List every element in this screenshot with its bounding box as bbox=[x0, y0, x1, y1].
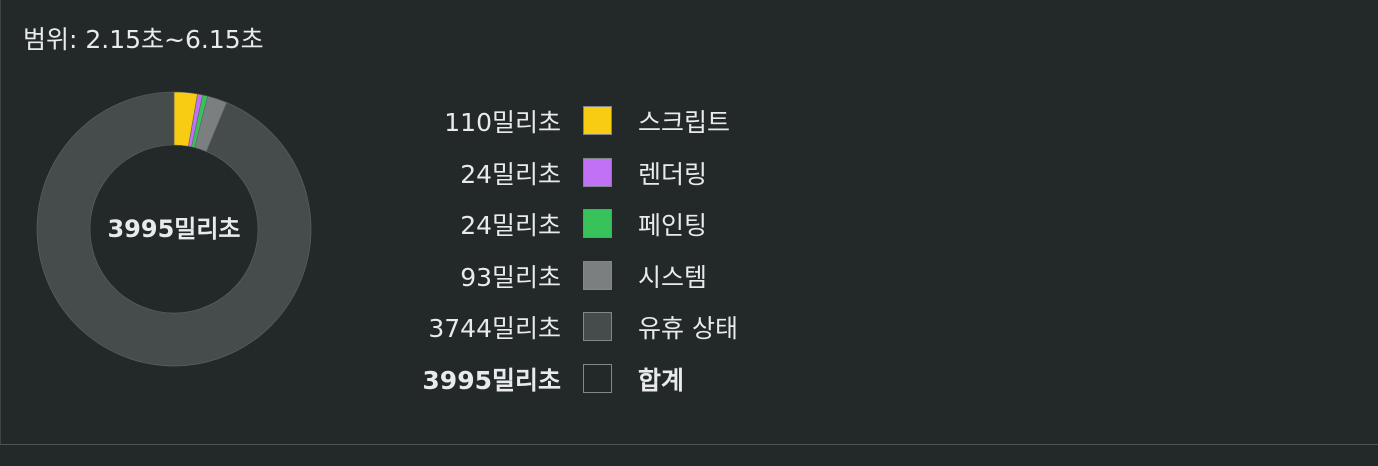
legend-total-swatch bbox=[583, 363, 612, 393]
legend-value: 24밀리초 bbox=[460, 159, 561, 189]
legend-row-system: 93밀리초 시스템 bbox=[381, 255, 781, 307]
legend-total-value: 3995밀리초 bbox=[422, 365, 561, 395]
legend-label: 시스템 bbox=[638, 262, 708, 292]
legend-label: 렌더링 bbox=[638, 159, 708, 189]
legend-swatch bbox=[583, 157, 612, 187]
legend: 110밀리초 스크립트 24밀리초 렌더링 24밀리초 페인팅 93밀리초 시스… bbox=[381, 100, 781, 410]
legend-row-painting: 24밀리초 페인팅 bbox=[381, 203, 781, 255]
range-label: 범위: 2.15초~6.15초 bbox=[23, 25, 264, 54]
slice-idle bbox=[36, 91, 312, 367]
legend-label: 스크립트 bbox=[638, 108, 731, 137]
legend-value: 3744밀리초 bbox=[428, 314, 561, 344]
legend-swatch bbox=[583, 106, 612, 135]
legend-swatch bbox=[583, 260, 612, 290]
bottom-divider bbox=[0, 444, 1378, 445]
legend-total-label: 합계 bbox=[638, 365, 685, 395]
legend-value: 93밀리초 bbox=[460, 262, 561, 292]
legend-value: 110밀리초 bbox=[444, 108, 561, 137]
donut-center-label: 3995밀리초 bbox=[107, 215, 240, 243]
legend-swatch bbox=[583, 209, 612, 239]
legend-row-rendering: 24밀리초 렌더링 bbox=[381, 152, 781, 204]
legend-swatch bbox=[583, 312, 612, 342]
donut-chart-svg: 3995밀리초 bbox=[36, 91, 312, 367]
donut-chart: 3995밀리초 bbox=[36, 91, 312, 367]
legend-label: 페인팅 bbox=[638, 211, 708, 241]
legend-label: 유휴 상태 bbox=[638, 314, 738, 344]
legend-row-total: 3995밀리초 합계 bbox=[381, 358, 781, 410]
legend-value: 24밀리초 bbox=[460, 211, 561, 241]
legend-row-scripting: 110밀리초 스크립트 bbox=[381, 100, 781, 152]
legend-row-idle: 3744밀리초 유휴 상태 bbox=[381, 306, 781, 358]
summary-panel: 범위: 2.15초~6.15초 3995밀리초 110밀리초 스크립트 24밀리… bbox=[0, 0, 781, 444]
